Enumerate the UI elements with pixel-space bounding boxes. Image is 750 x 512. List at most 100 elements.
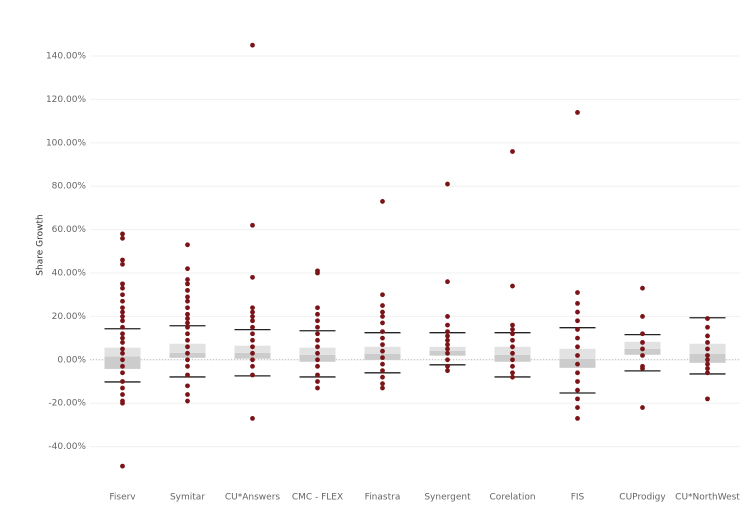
data-point xyxy=(640,346,645,352)
data-point xyxy=(510,149,515,154)
data-point xyxy=(705,353,710,358)
data-point xyxy=(185,337,190,343)
data-point xyxy=(380,335,385,341)
data-point xyxy=(185,305,190,311)
data-point xyxy=(575,110,580,115)
data-point xyxy=(250,363,255,369)
data-point xyxy=(120,392,125,397)
data-point xyxy=(120,335,125,341)
x-tick-label: Fiserv xyxy=(109,493,136,503)
data-point xyxy=(510,331,515,337)
data-point xyxy=(445,337,450,343)
data-point xyxy=(250,318,255,324)
data-point xyxy=(185,281,190,287)
data-point xyxy=(445,368,450,374)
data-point xyxy=(575,344,580,350)
data-point xyxy=(120,379,125,384)
data-point xyxy=(575,396,580,402)
y-tick-label: 120.00% xyxy=(46,95,86,105)
data-point xyxy=(315,379,320,384)
data-point xyxy=(185,357,190,363)
data-point xyxy=(640,405,645,410)
data-point xyxy=(120,370,125,376)
data-point xyxy=(445,279,450,285)
box-upper xyxy=(494,346,531,355)
data-point xyxy=(250,222,255,228)
data-point xyxy=(575,379,580,384)
data-point xyxy=(250,344,255,350)
data-point xyxy=(380,329,385,335)
data-point xyxy=(445,322,450,328)
data-point xyxy=(315,270,320,276)
data-point xyxy=(575,300,580,306)
data-point xyxy=(510,327,515,332)
y-tick-label: 40.00% xyxy=(52,269,87,279)
data-point xyxy=(705,333,710,339)
data-point xyxy=(185,287,190,293)
data-point xyxy=(250,274,255,280)
data-point xyxy=(575,327,580,332)
data-point xyxy=(120,298,125,304)
data-point xyxy=(705,340,710,345)
box-lower xyxy=(104,356,141,369)
data-point xyxy=(510,344,515,350)
data-point xyxy=(120,309,125,315)
data-point xyxy=(315,311,320,317)
data-point xyxy=(705,396,710,402)
data-point xyxy=(640,366,645,371)
y-axis-label: Share Growth xyxy=(36,214,46,275)
x-tick-label: CUProdigy xyxy=(619,493,666,503)
data-point xyxy=(315,363,320,369)
data-point xyxy=(120,235,125,241)
data-point xyxy=(250,42,255,48)
data-point xyxy=(120,231,125,237)
data-point xyxy=(510,337,515,343)
y-tick-label: 140.00% xyxy=(46,52,86,62)
y-tick-label: -20.00% xyxy=(48,399,86,409)
data-point xyxy=(250,324,255,330)
data-point xyxy=(510,374,515,380)
data-point xyxy=(185,320,190,326)
x-tick-label: Corelation xyxy=(489,493,535,503)
data-point xyxy=(185,383,190,389)
data-point xyxy=(640,331,645,337)
data-point xyxy=(380,385,385,391)
data-point xyxy=(185,311,190,317)
x-tick-label: CMC - FLEX xyxy=(292,493,343,503)
data-point xyxy=(185,363,190,369)
x-tick-label: CU*NorthWest xyxy=(675,493,740,503)
data-point xyxy=(315,344,320,350)
data-point xyxy=(185,316,190,321)
data-point xyxy=(185,398,190,404)
data-point xyxy=(705,370,710,376)
data-point xyxy=(445,314,450,319)
data-point xyxy=(445,181,450,187)
data-point xyxy=(575,318,580,324)
data-point xyxy=(120,340,125,345)
data-point xyxy=(380,320,385,326)
y-tick-label: 20.00% xyxy=(52,312,87,322)
data-point xyxy=(315,318,320,324)
data-point xyxy=(575,387,580,393)
data-point xyxy=(185,392,190,397)
data-point xyxy=(315,331,320,337)
data-point xyxy=(185,298,190,304)
data-point xyxy=(575,335,580,341)
box-upper xyxy=(624,341,661,349)
data-point xyxy=(445,357,450,363)
data-point xyxy=(380,314,385,319)
data-point xyxy=(575,415,580,421)
data-point xyxy=(380,355,385,361)
data-point xyxy=(120,305,125,311)
data-point xyxy=(120,400,125,406)
y-tick-label: 100.00% xyxy=(46,138,86,148)
data-point xyxy=(185,344,190,350)
data-point xyxy=(250,357,255,363)
data-point xyxy=(250,331,255,337)
data-point xyxy=(120,261,125,267)
data-point xyxy=(250,337,255,343)
data-point xyxy=(120,292,125,298)
data-point xyxy=(120,363,125,369)
data-point xyxy=(510,322,515,328)
